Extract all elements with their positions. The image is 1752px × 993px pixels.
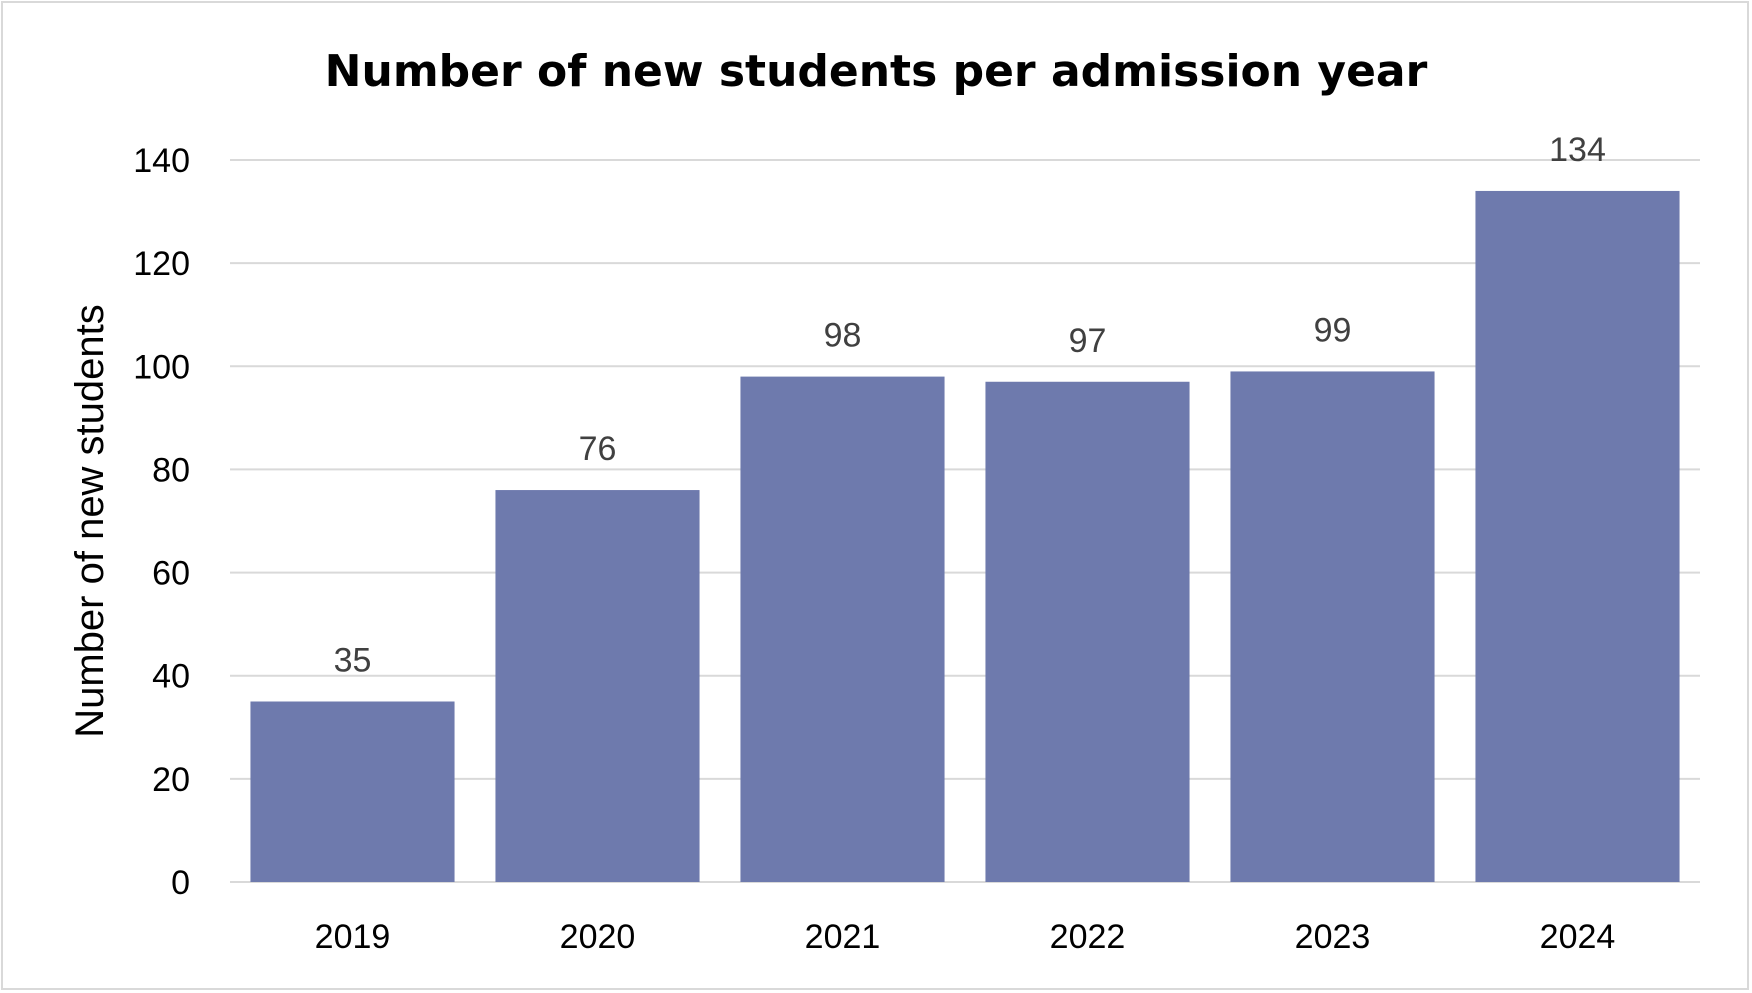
x-tick-label-2020: 2020 [560,918,636,956]
bar-2019 [250,701,455,882]
y-tick-labels: 0 20 40 60 80 100 120 140 [133,142,190,902]
y-tick-label: 40 [152,658,190,696]
y-tick-label: 140 [133,142,190,180]
bar-2023 [1230,371,1435,882]
bars [250,190,1680,882]
data-label-2021: 98 [824,317,862,355]
y-tick-label: 20 [152,761,190,799]
x-tick-label-2019: 2019 [315,918,391,956]
data-label-2024: 134 [1549,131,1606,169]
x-tick-label-2024: 2024 [1540,918,1616,956]
gridlines [230,159,1700,883]
data-label-2023: 99 [1314,311,1352,349]
y-tick-label: 80 [152,451,190,489]
y-tick-label: 100 [133,348,190,386]
x-tick-label-2022: 2022 [1050,918,1126,956]
x-tick-label-2023: 2023 [1295,918,1371,956]
bar-2022 [985,381,1190,882]
y-axis-label: Number of new students [68,304,112,738]
data-labels: 35 76 98 97 99 134 [334,131,1606,680]
bar-2020 [495,490,700,882]
y-tick-label: 60 [152,555,190,593]
data-label-2022: 97 [1069,322,1107,360]
bar-2021 [740,376,945,882]
x-tick-label-2021: 2021 [805,918,881,956]
y-tick-label: 120 [133,245,190,283]
data-label-2019: 35 [334,642,372,680]
data-label-2020: 76 [579,430,617,468]
chart-title: Number of new students per admission yea… [325,46,1428,97]
bar-2024 [1475,190,1680,882]
x-tick-labels: 2019 2020 2021 2022 2023 2024 [315,918,1616,956]
y-tick-label: 0 [171,864,190,902]
